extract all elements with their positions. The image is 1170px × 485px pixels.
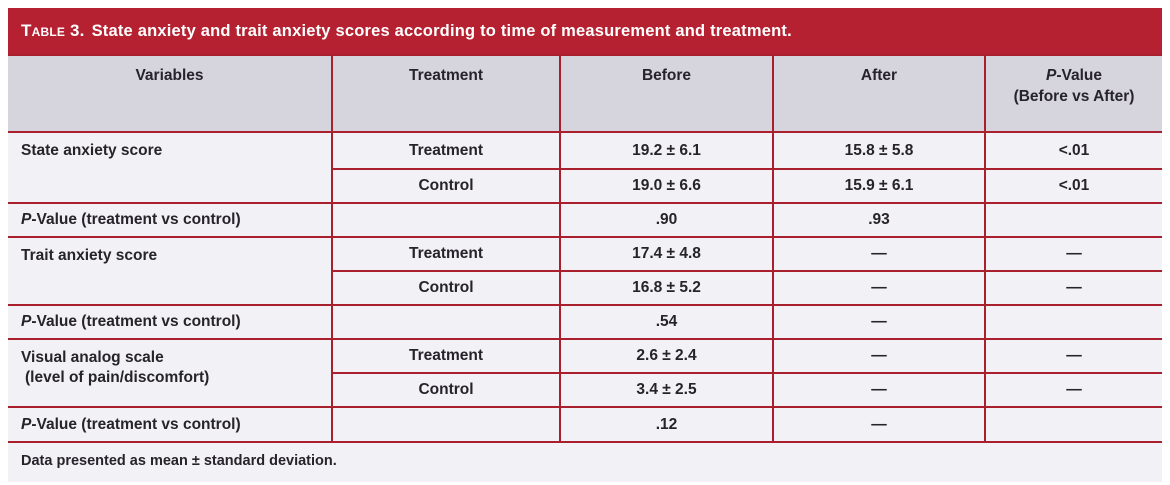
pvalue-row-label-p: P <box>21 313 32 330</box>
table-container: Table 3. State anxiety and trait anxiety… <box>8 8 1162 482</box>
after-value: — <box>772 304 986 340</box>
header-after: After <box>772 54 986 133</box>
after-value: .93 <box>772 202 986 238</box>
variable-label-text: Trait anxiety score <box>21 247 158 264</box>
pvalue-row-label: P-Value (treatment vs control) <box>8 202 333 238</box>
pvalue-row: P-Value (treatment vs control) .90 .93 <box>8 202 1162 238</box>
empty-cell <box>331 304 561 340</box>
arm-label: Control <box>332 372 561 408</box>
variable-label: Trait anxiety score <box>8 236 333 306</box>
before-value: 17.4 ± 4.8 <box>559 236 774 272</box>
arm-label: Treatment <box>331 131 561 170</box>
table-title: State anxiety and trait anxiety scores a… <box>91 21 792 40</box>
empty-cell <box>331 202 561 238</box>
after-value: 15.9 ± 6.1 <box>772 168 986 204</box>
pvalue-row-label-rest: -Value (treatment vs control) <box>31 211 241 228</box>
before-value: 19.0 ± 6.6 <box>559 168 774 204</box>
before-value: 2.6 ± 2.4 <box>559 338 774 374</box>
after-value: — <box>772 236 986 272</box>
table-row: Control 19.0 ± 6.6 15.9 ± 6.1 <.01 <box>8 168 1162 204</box>
header-pvalue-rest: -Value <box>1056 67 1102 84</box>
pvalue-value: — <box>984 270 1162 306</box>
variable-label-text: State anxiety score <box>21 142 163 159</box>
table-row: Trait anxiety score Treatment 17.4 ± 4.8… <box>8 236 1162 306</box>
table-number-label: Table 3. <box>21 21 85 40</box>
after-value: — <box>772 338 986 374</box>
after-value: — <box>772 406 986 441</box>
before-value: 19.2 ± 6.1 <box>559 131 774 170</box>
pvalue-row: P-Value (treatment vs control) .54 — <box>8 304 1162 340</box>
after-value: — <box>772 270 986 306</box>
pvalue-row-label: P-Value (treatment vs control) <box>8 304 333 340</box>
pvalue-row-label-p: P <box>21 415 32 433</box>
pvalue-value <box>984 406 1162 441</box>
table-row: Control 16.8 ± 5.2 — — <box>8 270 1162 306</box>
table-row: Control 3.4 ± 2.5 — — <box>8 372 1162 408</box>
arm-label: Treatment <box>331 338 561 374</box>
pvalue-value <box>984 202 1162 238</box>
pvalue-row-label-rest: -Value (treatment vs control) <box>31 313 241 330</box>
arm-label: Control <box>332 168 561 204</box>
header-pvalue: P-Value (Before vs After) <box>984 54 1162 133</box>
pvalue-value <box>984 304 1162 340</box>
table-row: State anxiety score Treatment 19.2 ± 6.1… <box>8 131 1162 204</box>
header-before: Before <box>559 54 774 133</box>
pvalue-value: <.01 <box>984 168 1162 204</box>
header-row: Variables Treatment Before After P-Value… <box>8 54 1162 133</box>
after-value: 15.8 ± 5.8 <box>772 131 986 170</box>
pvalue-row-label-p: P <box>21 211 32 228</box>
header-variables: Variables <box>8 54 333 133</box>
table-body: State anxiety score Treatment 19.2 ± 6.1… <box>8 131 1162 441</box>
pvalue-row-label: P-Value (treatment vs control) <box>8 406 333 441</box>
pvalue-value: — <box>984 372 1162 408</box>
arm-label: Control <box>332 270 561 306</box>
arm-label: Treatment <box>331 236 561 272</box>
before-value: 16.8 ± 5.2 <box>559 270 774 306</box>
table-header: Variables Treatment Before After P-Value… <box>8 54 1162 133</box>
pvalue-value: <.01 <box>984 131 1162 170</box>
header-treatment: Treatment <box>331 54 561 133</box>
before-value: .54 <box>559 304 774 340</box>
pvalue-value: — <box>984 236 1162 272</box>
pvalue-row-label-rest: -Value (treatment vs control) <box>31 415 241 433</box>
header-pvalue-p: P <box>1045 67 1057 84</box>
before-value: 3.4 ± 2.5 <box>559 372 774 408</box>
table-footnote: Data presented as mean ± standard deviat… <box>8 441 1162 482</box>
table-row: Visual analog scale (level of pain/discom… <box>8 338 1162 408</box>
table-title-bar: Table 3. State anxiety and trait anxiety… <box>8 8 1162 54</box>
empty-cell <box>331 406 561 441</box>
data-table: Variables Treatment Before After P-Value… <box>8 54 1162 441</box>
before-value: .12 <box>559 406 774 441</box>
variable-label-text: Visual analog scale <box>21 349 164 366</box>
variable-label-line2: (level of pain/discomfort) <box>25 369 210 387</box>
after-value: — <box>772 372 986 408</box>
before-value: .90 <box>559 202 774 238</box>
variable-label: State anxiety score <box>8 131 333 204</box>
header-pvalue-sub: (Before vs After) <box>1013 87 1135 105</box>
variable-label: Visual analog scale (level of pain/discom… <box>8 338 333 408</box>
pvalue-row: P-Value (treatment vs control) .12 — <box>8 406 1162 441</box>
pvalue-value: — <box>984 338 1162 374</box>
